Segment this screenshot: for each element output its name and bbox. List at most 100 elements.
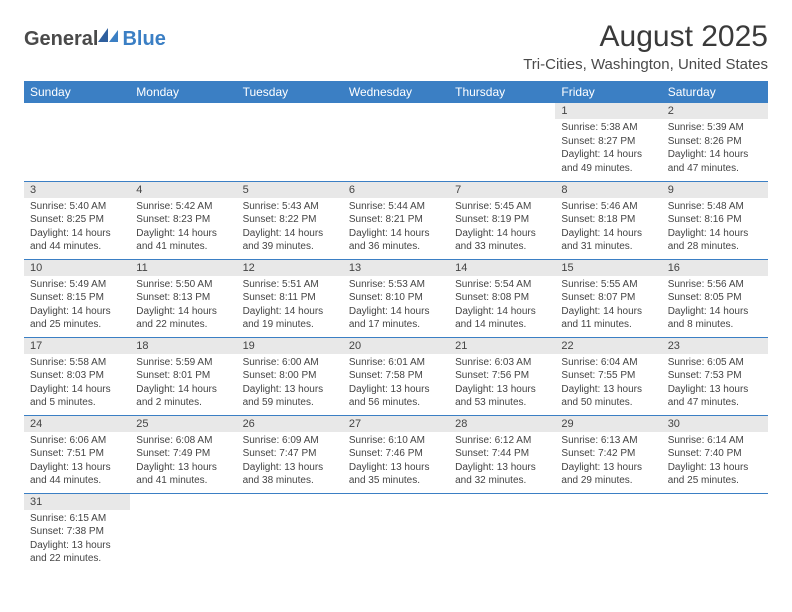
sunset-line: Sunset: 8:07 PM (561, 291, 655, 305)
daylight-line: Daylight: 14 hours and 17 minutes. (349, 305, 443, 332)
sunrise-line: Sunrise: 6:06 AM (30, 434, 124, 448)
calendar-cell: 17Sunrise: 5:58 AMSunset: 8:03 PMDayligh… (24, 337, 130, 415)
daylight-line: Daylight: 14 hours and 49 minutes. (561, 148, 655, 175)
day-details: Sunrise: 6:06 AMSunset: 7:51 PMDaylight:… (24, 432, 130, 492)
logo-text-2: Blue (122, 28, 165, 51)
calendar-cell: 11Sunrise: 5:50 AMSunset: 8:13 PMDayligh… (130, 259, 236, 337)
daylight-line: Daylight: 13 hours and 38 minutes. (243, 461, 337, 488)
sunrise-line: Sunrise: 6:10 AM (349, 434, 443, 448)
location: Tri-Cities, Washington, United States (523, 56, 768, 73)
day-details: Sunrise: 5:59 AMSunset: 8:01 PMDaylight:… (130, 354, 236, 414)
day-number: 10 (24, 260, 130, 276)
daylight-line: Daylight: 14 hours and 39 minutes. (243, 227, 337, 254)
sunrise-line: Sunrise: 5:42 AM (136, 200, 230, 214)
day-details: Sunrise: 5:38 AMSunset: 8:27 PMDaylight:… (555, 119, 661, 179)
calendar-cell: 14Sunrise: 5:54 AMSunset: 8:08 PMDayligh… (449, 259, 555, 337)
day-number: 30 (662, 416, 768, 432)
daylight-line: Daylight: 13 hours and 41 minutes. (136, 461, 230, 488)
day-number: 3 (24, 182, 130, 198)
day-details: Sunrise: 6:00 AMSunset: 8:00 PMDaylight:… (237, 354, 343, 414)
sunset-line: Sunset: 8:23 PM (136, 213, 230, 227)
sunrise-line: Sunrise: 5:58 AM (30, 356, 124, 370)
daylight-line: Daylight: 14 hours and 11 minutes. (561, 305, 655, 332)
calendar-cell: 23Sunrise: 6:05 AMSunset: 7:53 PMDayligh… (662, 337, 768, 415)
sunset-line: Sunset: 8:10 PM (349, 291, 443, 305)
calendar-cell: 29Sunrise: 6:13 AMSunset: 7:42 PMDayligh… (555, 415, 661, 493)
calendar-cell (343, 103, 449, 181)
day-number: 26 (237, 416, 343, 432)
daylight-line: Daylight: 13 hours and 56 minutes. (349, 383, 443, 410)
sunrise-line: Sunrise: 6:12 AM (455, 434, 549, 448)
day-number: 17 (24, 338, 130, 354)
sunset-line: Sunset: 8:11 PM (243, 291, 337, 305)
day-number: 21 (449, 338, 555, 354)
calendar-cell: 19Sunrise: 6:00 AMSunset: 8:00 PMDayligh… (237, 337, 343, 415)
calendar-cell: 4Sunrise: 5:42 AMSunset: 8:23 PMDaylight… (130, 181, 236, 259)
day-details: Sunrise: 5:48 AMSunset: 8:16 PMDaylight:… (662, 198, 768, 258)
sunset-line: Sunset: 7:40 PM (668, 447, 762, 461)
day-details: Sunrise: 6:03 AMSunset: 7:56 PMDaylight:… (449, 354, 555, 414)
daylight-line: Daylight: 13 hours and 32 minutes. (455, 461, 549, 488)
title-block: August 2025 Tri-Cities, Washington, Unit… (523, 20, 768, 73)
day-details: Sunrise: 6:09 AMSunset: 7:47 PMDaylight:… (237, 432, 343, 492)
day-details: Sunrise: 5:43 AMSunset: 8:22 PMDaylight:… (237, 198, 343, 258)
day-number: 9 (662, 182, 768, 198)
day-details: Sunrise: 5:50 AMSunset: 8:13 PMDaylight:… (130, 276, 236, 336)
sunset-line: Sunset: 7:46 PM (349, 447, 443, 461)
day-number: 11 (130, 260, 236, 276)
day-details: Sunrise: 6:15 AMSunset: 7:38 PMDaylight:… (24, 510, 130, 570)
sunrise-line: Sunrise: 5:39 AM (668, 121, 762, 135)
calendar-cell: 22Sunrise: 6:04 AMSunset: 7:55 PMDayligh… (555, 337, 661, 415)
day-number: 25 (130, 416, 236, 432)
day-details: Sunrise: 6:12 AMSunset: 7:44 PMDaylight:… (449, 432, 555, 492)
day-number: 29 (555, 416, 661, 432)
daylight-line: Daylight: 14 hours and 47 minutes. (668, 148, 762, 175)
daylight-line: Daylight: 14 hours and 19 minutes. (243, 305, 337, 332)
sunrise-line: Sunrise: 5:45 AM (455, 200, 549, 214)
day-details: Sunrise: 5:39 AMSunset: 8:26 PMDaylight:… (662, 119, 768, 179)
day-details: Sunrise: 5:49 AMSunset: 8:15 PMDaylight:… (24, 276, 130, 336)
calendar-cell: 10Sunrise: 5:49 AMSunset: 8:15 PMDayligh… (24, 259, 130, 337)
calendar-cell: 13Sunrise: 5:53 AMSunset: 8:10 PMDayligh… (343, 259, 449, 337)
sunrise-line: Sunrise: 6:00 AM (243, 356, 337, 370)
calendar-cell: 16Sunrise: 5:56 AMSunset: 8:05 PMDayligh… (662, 259, 768, 337)
calendar-cell: 6Sunrise: 5:44 AMSunset: 8:21 PMDaylight… (343, 181, 449, 259)
sunrise-line: Sunrise: 5:48 AM (668, 200, 762, 214)
calendar-cell: 18Sunrise: 5:59 AMSunset: 8:01 PMDayligh… (130, 337, 236, 415)
daylight-line: Daylight: 14 hours and 28 minutes. (668, 227, 762, 254)
day-details: Sunrise: 6:14 AMSunset: 7:40 PMDaylight:… (662, 432, 768, 492)
daylight-line: Daylight: 14 hours and 41 minutes. (136, 227, 230, 254)
day-details: Sunrise: 6:04 AMSunset: 7:55 PMDaylight:… (555, 354, 661, 414)
calendar-cell: 5Sunrise: 5:43 AMSunset: 8:22 PMDaylight… (237, 181, 343, 259)
calendar-cell: 15Sunrise: 5:55 AMSunset: 8:07 PMDayligh… (555, 259, 661, 337)
day-details: Sunrise: 5:45 AMSunset: 8:19 PMDaylight:… (449, 198, 555, 258)
daylight-line: Daylight: 13 hours and 50 minutes. (561, 383, 655, 410)
day-details: Sunrise: 6:05 AMSunset: 7:53 PMDaylight:… (662, 354, 768, 414)
calendar-cell: 2Sunrise: 5:39 AMSunset: 8:26 PMDaylight… (662, 103, 768, 181)
day-details: Sunrise: 5:51 AMSunset: 8:11 PMDaylight:… (237, 276, 343, 336)
day-number: 24 (24, 416, 130, 432)
day-number: 22 (555, 338, 661, 354)
day-number: 23 (662, 338, 768, 354)
calendar-cell (24, 103, 130, 181)
calendar-cell: 31Sunrise: 6:15 AMSunset: 7:38 PMDayligh… (24, 493, 130, 571)
sunset-line: Sunset: 7:53 PM (668, 369, 762, 383)
calendar-cell (237, 103, 343, 181)
daylight-line: Daylight: 14 hours and 31 minutes. (561, 227, 655, 254)
sunset-line: Sunset: 8:19 PM (455, 213, 549, 227)
calendar-cell: 9Sunrise: 5:48 AMSunset: 8:16 PMDaylight… (662, 181, 768, 259)
sunrise-line: Sunrise: 5:40 AM (30, 200, 124, 214)
column-header: Saturday (662, 81, 768, 103)
calendar-cell: 1Sunrise: 5:38 AMSunset: 8:27 PMDaylight… (555, 103, 661, 181)
day-number: 16 (662, 260, 768, 276)
calendar-cell (237, 493, 343, 571)
day-details: Sunrise: 5:58 AMSunset: 8:03 PMDaylight:… (24, 354, 130, 414)
sunset-line: Sunset: 8:05 PM (668, 291, 762, 305)
calendar-cell: 30Sunrise: 6:14 AMSunset: 7:40 PMDayligh… (662, 415, 768, 493)
day-number: 19 (237, 338, 343, 354)
day-number: 7 (449, 182, 555, 198)
calendar-cell: 25Sunrise: 6:08 AMSunset: 7:49 PMDayligh… (130, 415, 236, 493)
calendar-row: 24Sunrise: 6:06 AMSunset: 7:51 PMDayligh… (24, 415, 768, 493)
daylight-line: Daylight: 13 hours and 35 minutes. (349, 461, 443, 488)
day-details: Sunrise: 5:54 AMSunset: 8:08 PMDaylight:… (449, 276, 555, 336)
